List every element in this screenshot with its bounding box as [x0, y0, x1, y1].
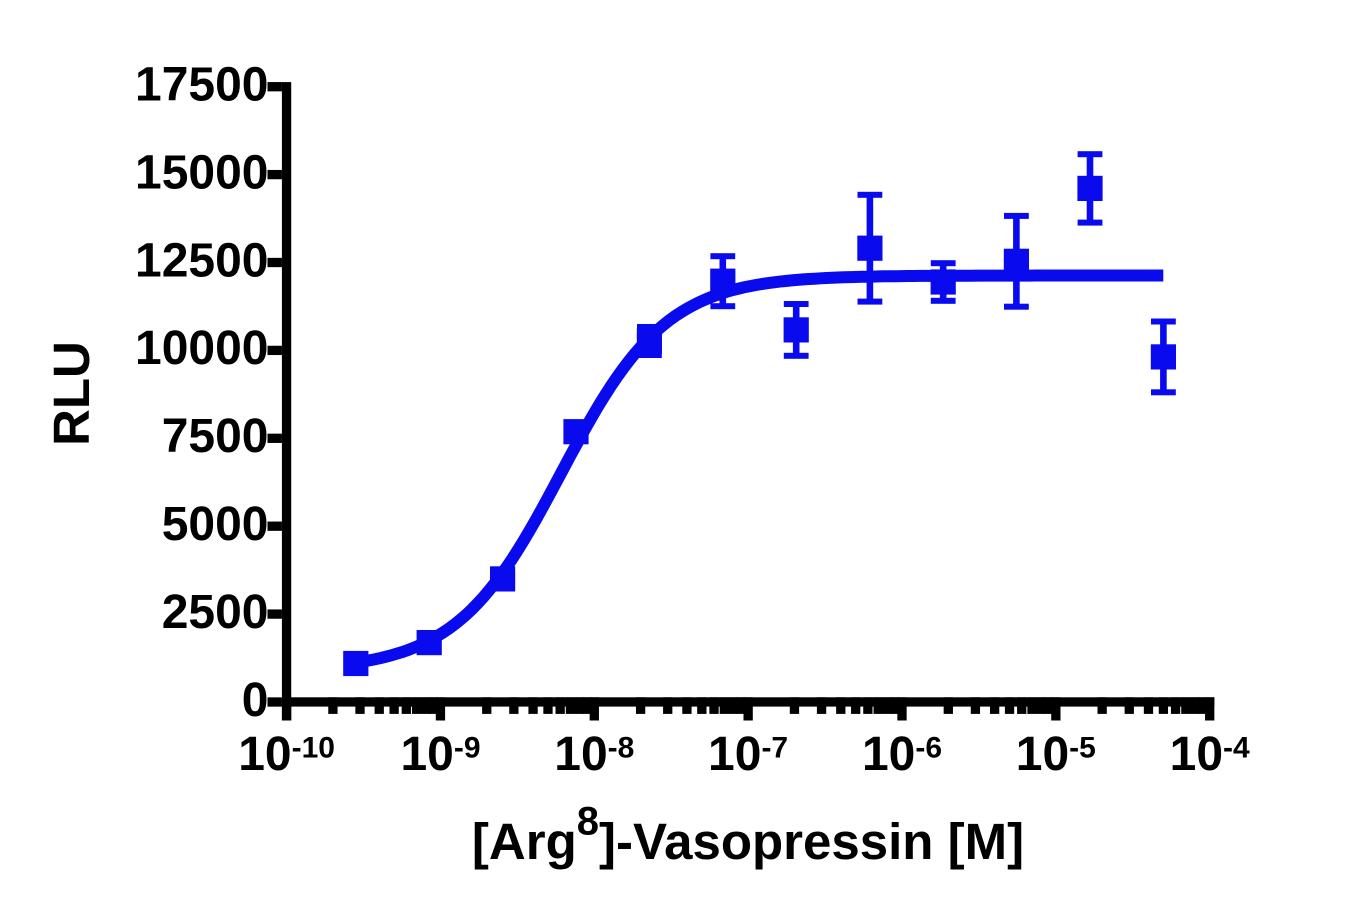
- svg-text:0: 0: [242, 674, 269, 727]
- svg-text:12500: 12500: [135, 234, 268, 287]
- svg-text:7500: 7500: [162, 410, 269, 463]
- svg-text:15000: 15000: [135, 146, 268, 199]
- svg-text:5000: 5000: [162, 498, 269, 551]
- svg-text:10-8: 10-8: [554, 728, 634, 781]
- svg-text:2500: 2500: [162, 586, 269, 639]
- svg-text:10-9: 10-9: [400, 728, 480, 781]
- svg-text:10000: 10000: [135, 322, 268, 375]
- svg-text:RLU: RLU: [43, 341, 100, 446]
- svg-text:17500: 17500: [135, 59, 268, 112]
